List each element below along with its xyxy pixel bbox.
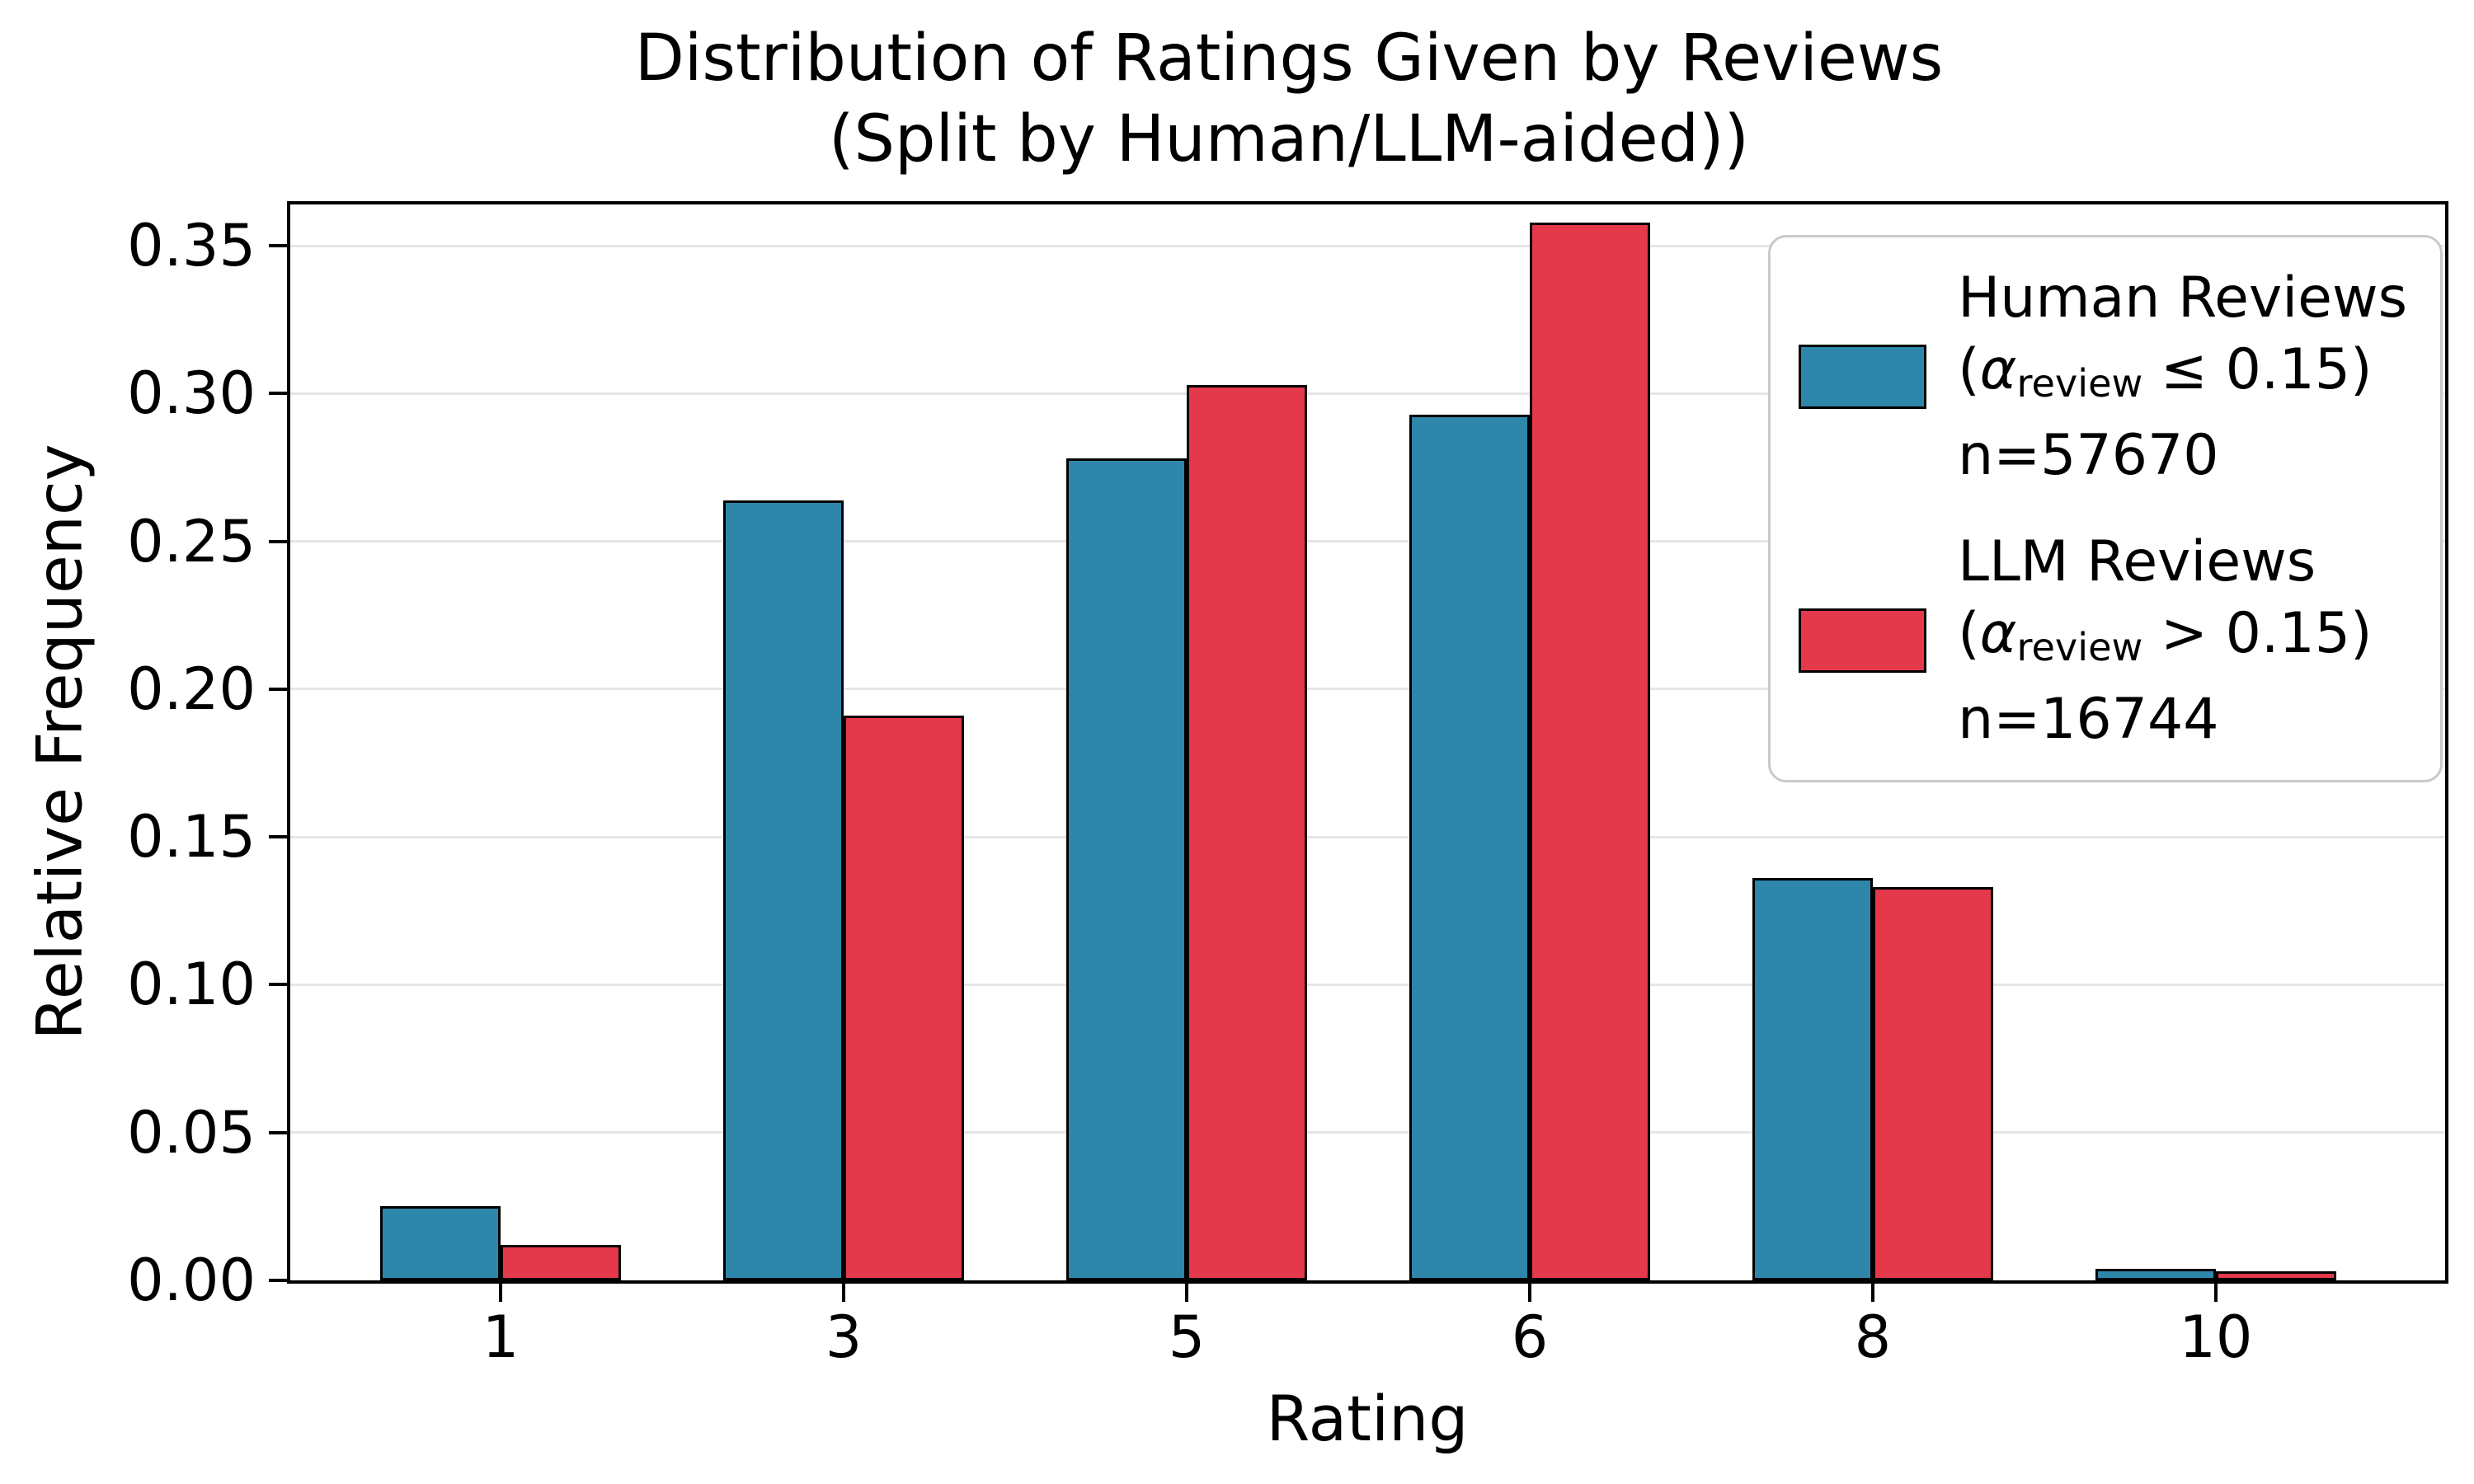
- y-tick-label: 0.20: [127, 655, 256, 723]
- gridline: [290, 688, 2445, 691]
- legend-label-llm: LLM Reviews (αreview > 0.15) n=16744: [1958, 526, 2372, 755]
- y-tick-mark: [269, 244, 287, 248]
- y-tick-label: 0.15: [127, 803, 256, 871]
- x-tick-mark: [1870, 1284, 1874, 1302]
- legend-label-human: Human Reviews (αreview ≤ 0.15) n=57670: [1958, 262, 2407, 491]
- alpha-subscript: review: [2016, 361, 2143, 406]
- gridline: [290, 835, 2445, 838]
- y-tick-label: 0.10: [127, 951, 256, 1019]
- x-tick-mark: [2213, 1284, 2218, 1302]
- legend-llm-condition: (αreview > 0.15): [1958, 598, 2372, 683]
- y-tick-label: 0.25: [127, 507, 256, 575]
- y-tick-mark: [269, 687, 287, 691]
- alpha-subscript: review: [2016, 625, 2143, 670]
- y-tick-label: 0.35: [127, 212, 256, 280]
- x-tick-label: 5: [1168, 1303, 1206, 1371]
- y-tick-mark: [269, 392, 287, 396]
- bar-llm: [501, 1244, 621, 1280]
- bar-llm: [843, 716, 964, 1280]
- y-tick-mark: [269, 1279, 287, 1282]
- x-tick-mark: [1184, 1284, 1188, 1302]
- y-tick-mark: [269, 835, 287, 839]
- bar-llm: [1529, 222, 1650, 1280]
- x-tick-label: 6: [1511, 1303, 1549, 1371]
- x-tick-label: 8: [1854, 1303, 1892, 1371]
- legend-human-threshold: ≤ 0.15): [2142, 337, 2373, 402]
- legend-llm-threshold: > 0.15): [2142, 601, 2373, 667]
- legend-llm-paren: (: [1958, 601, 1980, 667]
- legend-entry-llm: LLM Reviews (αreview > 0.15) n=16744: [1799, 526, 2407, 755]
- gridline: [290, 392, 2445, 395]
- x-tick-label: 10: [2179, 1303, 2253, 1371]
- legend-llm-name: LLM Reviews: [1958, 529, 2316, 595]
- bar-llm: [2215, 1271, 2336, 1280]
- bar-human: [2095, 1268, 2216, 1280]
- y-tick-label: 0.30: [127, 359, 256, 428]
- legend-human-condition: (αreview ≤ 0.15): [1958, 334, 2407, 420]
- legend-swatch-llm: [1799, 608, 1927, 674]
- legend-human-paren: (: [1958, 337, 1980, 402]
- y-tick-mark: [269, 1130, 287, 1134]
- bar-llm: [1872, 887, 1993, 1280]
- legend: Human Reviews (αreview ≤ 0.15) n=57670 L…: [1768, 235, 2443, 783]
- y-tick-label: 0.00: [127, 1247, 256, 1314]
- x-tick-mark: [841, 1284, 845, 1302]
- legend-llm-count: n=16744: [1958, 687, 2219, 753]
- x-tick-label: 1: [482, 1303, 520, 1371]
- alpha-symbol: α: [1979, 601, 2017, 667]
- x-tick-mark: [499, 1284, 502, 1302]
- gridline: [290, 244, 2445, 247]
- bar-human: [380, 1206, 501, 1280]
- legend-human-name: Human Reviews: [1958, 265, 2407, 331]
- bar-llm: [1186, 384, 1307, 1280]
- bar-human: [1065, 458, 1187, 1280]
- gridline: [290, 540, 2445, 543]
- x-axis-label: Rating: [1266, 1382, 1469, 1455]
- bar-human: [1752, 878, 1873, 1280]
- gridline: [290, 1131, 2445, 1134]
- bar-human: [1409, 414, 1530, 1280]
- legend-swatch-human: [1799, 345, 1927, 410]
- gridline: [290, 983, 2445, 986]
- x-tick-label: 3: [825, 1303, 863, 1371]
- y-tick-label: 0.05: [127, 1098, 256, 1167]
- alpha-symbol: α: [1979, 337, 2017, 402]
- legend-entry-human: Human Reviews (αreview ≤ 0.15) n=57670: [1799, 262, 2407, 491]
- chart-title-line2: (Split by Human/LLM-aided)): [829, 102, 1749, 176]
- y-axis-label: Relative Frequency: [22, 444, 96, 1040]
- chart-title: Distribution of Ratings Given by Reviews…: [635, 18, 1944, 180]
- x-tick-mark: [1527, 1284, 1531, 1302]
- y-tick-mark: [269, 539, 287, 543]
- bar-human: [723, 500, 844, 1280]
- legend-human-count: n=57670: [1958, 423, 2219, 489]
- chart-title-line1: Distribution of Ratings Given by Reviews: [634, 21, 1944, 96]
- y-tick-mark: [269, 983, 287, 987]
